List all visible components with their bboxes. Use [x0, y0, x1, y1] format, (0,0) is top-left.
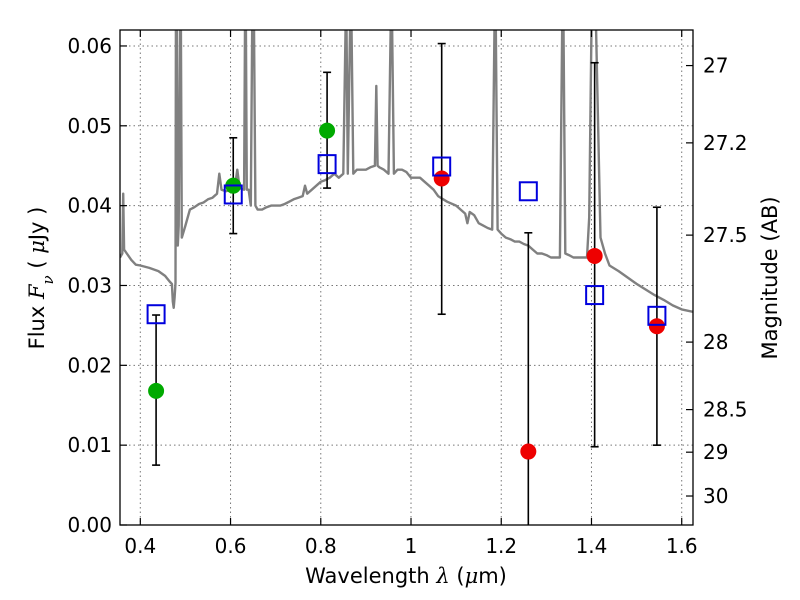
red-data-point [520, 443, 537, 460]
plot-frame [119, 29, 694, 526]
red-data-point [648, 318, 665, 335]
y-tick-label: 0.02 [67, 353, 112, 377]
right-tick-label: 28.5 [703, 398, 748, 422]
green-data-point [148, 382, 165, 399]
x-tick-label: 1.2 [485, 534, 517, 558]
plot-area [120, 30, 693, 525]
x-tick-label: 0.8 [305, 534, 337, 558]
x-tick-label: 1 [405, 534, 418, 558]
x-tick-label: 1.4 [576, 534, 608, 558]
data-layer [120, 30, 693, 525]
x-tick-label: 0.4 [124, 534, 156, 558]
model-square-marker [647, 305, 667, 326]
right-axis-label: Magnitude (AB) [758, 196, 782, 359]
right-tick-label: 27.5 [703, 223, 748, 247]
x-axis-label: Wavelength λ (μm) [305, 564, 507, 588]
model-square-marker [518, 181, 538, 202]
red-data-point [586, 247, 603, 264]
y-tick-label: 0.04 [67, 194, 112, 218]
right-tick-label: 27 [703, 54, 728, 78]
model-square-marker [223, 184, 243, 205]
y-axis-label: Flux Fν ( μJy ) [25, 207, 57, 350]
model-spectrum-line [120, 30, 693, 313]
green-data-point [319, 122, 336, 139]
ticks: 0.4 0.6 0.8 1 1.2 1.4 1.6 0.00 0.01 0.02 0.03 0.04 0… [67, 30, 748, 558]
y-tick-label: 0.00 [67, 513, 112, 537]
y-tick-label: 0.05 [67, 114, 112, 138]
model-square-marker [146, 304, 166, 325]
right-tick-label: 28 [703, 330, 728, 354]
model-square-marker [432, 156, 452, 177]
right-tick-label: 29 [703, 440, 728, 464]
y-tick-label: 0.01 [67, 433, 112, 457]
red-data-point [433, 170, 450, 187]
x-tick-label: 1.6 [666, 534, 698, 558]
right-tick-label: 27.2 [703, 131, 748, 155]
y-tick-label: 0.06 [67, 34, 112, 58]
y-tick-label: 0.03 [67, 273, 112, 297]
x-tick-label: 0.6 [215, 534, 247, 558]
model-square-marker [317, 154, 337, 175]
model-square-marker [585, 285, 605, 306]
right-tick-label: 30 [703, 484, 728, 508]
